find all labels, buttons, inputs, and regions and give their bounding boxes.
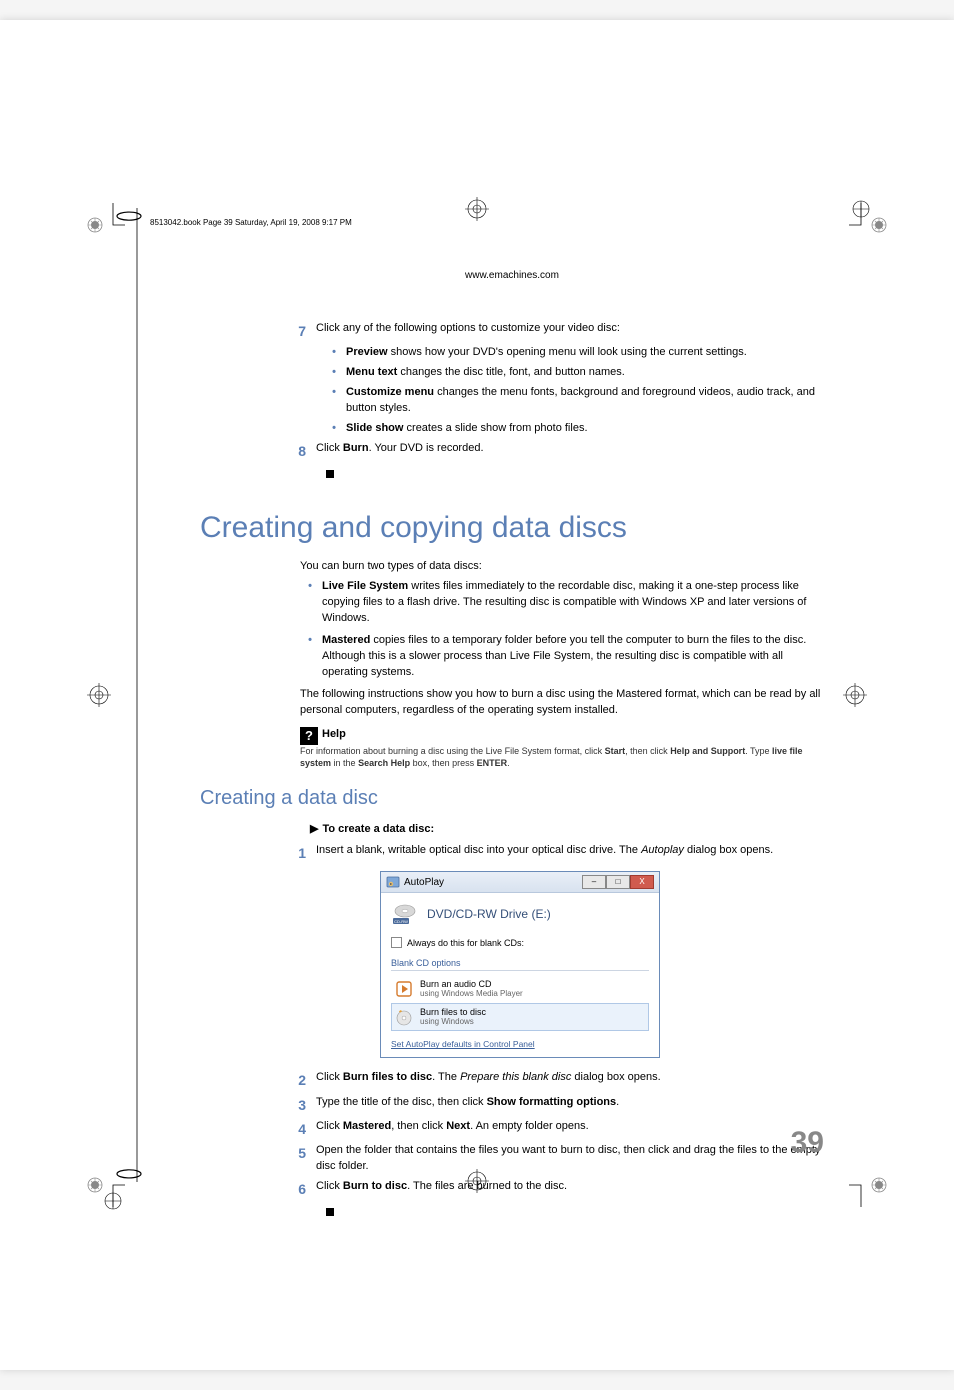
step-text: Click Burn files to disc. The Prepare th… [316, 1070, 824, 1090]
svg-text:CD-RW: CD-RW [394, 919, 408, 924]
autoplay-defaults-link[interactable]: Set AutoPlay defaults in Control Panel [391, 1039, 649, 1049]
bullet-icon: • [200, 385, 346, 417]
bullet-icon: • [200, 633, 322, 681]
minimize-button[interactable]: – [582, 875, 606, 889]
registration-mark-icon [463, 195, 491, 223]
step-item: 5 Open the folder that contains the file… [200, 1143, 824, 1175]
checkbox[interactable] [391, 937, 402, 948]
body-paragraph: The following instructions show you how … [300, 687, 824, 719]
crop-mark-icon [849, 1175, 869, 1195]
section-title: Creating and copying data discs [200, 511, 824, 545]
page-content: www.emachines.com 7 Click any of the fol… [200, 270, 824, 1231]
autoplay-option[interactable]: Burn an audio CD using Windows Media Pla… [391, 975, 649, 1003]
option-text: Burn an audio CD using Windows Media Pla… [420, 979, 523, 998]
crop-mark-icon [849, 195, 869, 215]
help-title: Help [322, 728, 346, 740]
sub-bullet: • Customize menu changes the menu fonts,… [200, 385, 824, 417]
url-header: www.emachines.com [200, 270, 824, 281]
dialog-title: AutoPlay [404, 877, 582, 888]
disc-drive-icon: CD-RW [391, 903, 419, 925]
sub-bullet: • Slide show creates a slide show from p… [200, 421, 824, 437]
bullet-icon: • [200, 421, 346, 437]
autoplay-option-selected[interactable]: Burn files to disc using Windows [391, 1003, 649, 1031]
step-text: Open the folder that contains the files … [316, 1143, 824, 1175]
bullet-text: Preview shows how your DVD's opening men… [346, 345, 824, 361]
sub-bullet: • Menu text changes the disc title, font… [200, 365, 824, 381]
bullet-icon: • [200, 365, 346, 381]
drive-label: DVD/CD-RW Drive (E:) [427, 907, 551, 921]
step-number: 8 [200, 441, 316, 461]
step-item: 1 Insert a blank, writable optical disc … [200, 843, 824, 863]
document-page: 8513042.book Page 39 Saturday, April 19,… [0, 20, 954, 1370]
crop-mark-icon [85, 1175, 105, 1195]
step-item: 7 Click any of the following options to … [200, 321, 824, 341]
crop-mark-icon [85, 195, 105, 215]
step-item: 2 Click Burn files to disc. The Prepare … [200, 1070, 824, 1090]
bullet-item: • Live File System writes files immediat… [200, 579, 824, 627]
checkbox-label: Always do this for blank CDs: [407, 938, 524, 948]
step-text: Click Burn. Your DVD is recorded. [316, 441, 824, 461]
binding-spiral-icon [115, 208, 145, 1182]
step-item: 4 Click Mastered, then click Next. An em… [200, 1119, 824, 1139]
close-button[interactable]: X [630, 875, 654, 889]
bullet-text: Live File System writes files immediatel… [322, 579, 824, 627]
step-text: Click Mastered, then click Next. An empt… [316, 1119, 824, 1139]
step-item: 3 Type the title of the disc, then click… [200, 1095, 824, 1115]
bullet-text: Customize menu changes the menu fonts, b… [346, 385, 824, 417]
step-item: 8 Click Burn. Your DVD is recorded. [200, 441, 824, 461]
bullet-text: Slide show creates a slide show from pho… [346, 421, 824, 437]
bullet-text: Menu text changes the disc title, font, … [346, 365, 824, 381]
bullet-text: Mastered copies files to a temporary fol… [322, 633, 824, 681]
option-text: Burn files to disc using Windows [420, 1007, 486, 1026]
procedure-title: ▶To create a data disc: [310, 822, 824, 835]
media-player-icon [394, 979, 414, 999]
burn-disc-icon [394, 1007, 414, 1027]
maximize-button[interactable]: □ [606, 875, 630, 889]
bullet-icon: • [200, 345, 346, 361]
end-mark-icon [326, 1203, 824, 1221]
step-number: 5 [200, 1143, 316, 1175]
page-number: 39 [791, 1126, 824, 1160]
help-callout: ? Help For information about burning a di… [300, 727, 824, 769]
step-number: 4 [200, 1119, 316, 1139]
window-buttons: – □ X [582, 875, 654, 889]
step-text: Click any of the following options to cu… [316, 321, 824, 341]
options-section-label: Blank CD options [391, 958, 649, 971]
body-paragraph: You can burn two types of data discs: [300, 559, 824, 575]
step-text: Type the title of the disc, then click S… [316, 1095, 824, 1115]
step-item: 6 Click Burn to disc. The files are burn… [200, 1179, 824, 1199]
autoplay-dialog: AutoPlay – □ X CD-RW [380, 871, 660, 1058]
bullet-icon: • [200, 579, 322, 627]
book-reference: 8513042.book Page 39 Saturday, April 19,… [150, 218, 352, 227]
help-icon: ? [300, 727, 318, 745]
step-text: Insert a blank, writable optical disc in… [316, 843, 824, 863]
step-text: Click Burn to disc. The files are burned… [316, 1179, 824, 1199]
dialog-body: CD-RW DVD/CD-RW Drive (E:) Always do thi… [381, 893, 659, 1057]
drive-row: CD-RW DVD/CD-RW Drive (E:) [391, 903, 649, 925]
registration-mark-icon [85, 681, 113, 709]
step-number: 1 [200, 843, 316, 863]
step-number: 2 [200, 1070, 316, 1090]
subsection-title: Creating a data disc [200, 787, 824, 810]
end-mark-icon [326, 465, 824, 483]
dialog-titlebar: AutoPlay – □ X [381, 872, 659, 893]
sub-bullet: • Preview shows how your DVD's opening m… [200, 345, 824, 361]
triangle-right-icon: ▶ [310, 822, 318, 835]
bullet-item: • Mastered copies files to a temporary f… [200, 633, 824, 681]
always-checkbox-row[interactable]: Always do this for blank CDs: [391, 937, 649, 948]
step-number: 6 [200, 1179, 316, 1199]
help-body: For information about burning a disc usi… [300, 746, 803, 768]
step-number: 7 [200, 321, 316, 341]
registration-mark-icon [841, 681, 869, 709]
step-number: 3 [200, 1095, 316, 1115]
autoplay-icon [386, 875, 400, 889]
